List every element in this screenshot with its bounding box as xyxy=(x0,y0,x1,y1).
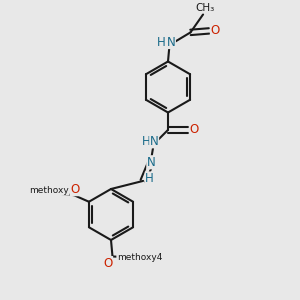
Text: CH₃: CH₃ xyxy=(195,3,214,13)
Text: N: N xyxy=(167,35,176,49)
Text: H: H xyxy=(157,35,166,49)
Text: methoxy: methoxy xyxy=(29,186,69,195)
Text: N: N xyxy=(150,135,159,148)
Text: N: N xyxy=(147,156,156,169)
Text: H: H xyxy=(141,135,150,148)
Text: H: H xyxy=(145,172,154,185)
Text: O: O xyxy=(103,256,112,270)
Text: O: O xyxy=(211,24,220,38)
Text: O: O xyxy=(70,183,80,196)
Text: O: O xyxy=(190,123,199,136)
Text: methoxy4: methoxy4 xyxy=(117,253,162,262)
